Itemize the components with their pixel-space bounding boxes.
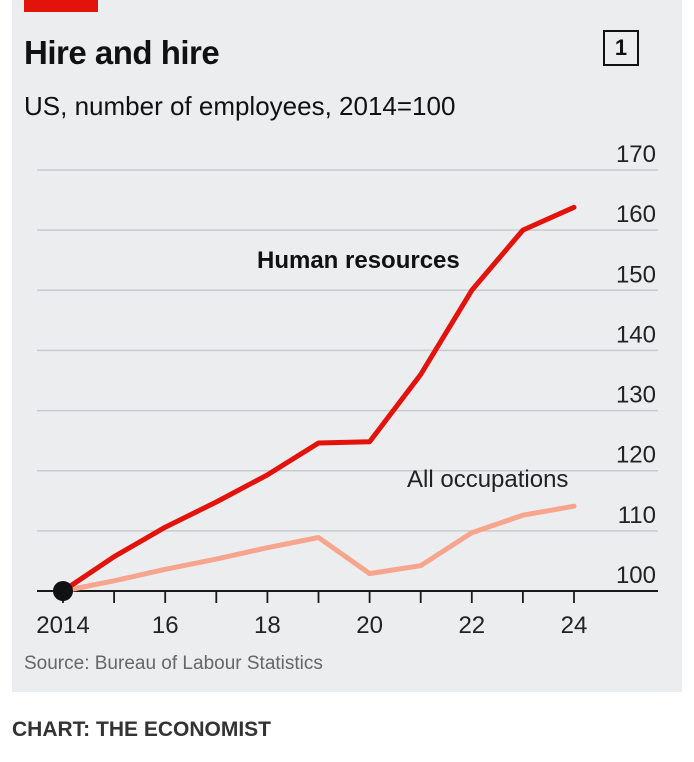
x-tick-label-2022: 22 xyxy=(458,612,485,639)
series-label-human-resources: Human resources xyxy=(257,247,460,274)
accent-bar xyxy=(24,0,98,12)
y-tick-label-110: 110 xyxy=(618,502,656,529)
y-tick-label-150: 150 xyxy=(616,261,656,288)
y-tick-label-100: 100 xyxy=(616,562,656,589)
series-line-human-resources xyxy=(60,204,577,594)
y-tick-label-170: 170 xyxy=(616,141,656,168)
chart-title: Hire and hire xyxy=(24,34,220,71)
x-tick-label-2018: 18 xyxy=(254,612,281,639)
chart-credit: CHART: THE ECONOMIST xyxy=(12,718,271,741)
x-tick-label-2024: 24 xyxy=(561,612,588,639)
y-tick-label-130: 130 xyxy=(616,382,656,409)
start-point-marker xyxy=(53,581,73,601)
y-tick-label-120: 120 xyxy=(616,442,656,469)
source-note: Source: Bureau of Labour Statistics xyxy=(24,653,323,674)
chart-subtitle: US, number of employees, 2014=100 xyxy=(24,91,456,121)
y-tick-label-140: 140 xyxy=(616,321,656,348)
x-tick-label-2020: 20 xyxy=(356,612,383,639)
chart-number-badge: 1 xyxy=(603,30,639,66)
y-tick-label-160: 160 xyxy=(616,201,656,228)
series-label-all-occupations: All occupations xyxy=(407,466,568,493)
x-tick-label-2014: 2014 xyxy=(36,612,89,639)
x-tick-label-2016: 16 xyxy=(152,612,179,639)
series-line-all-occupations xyxy=(60,503,577,594)
